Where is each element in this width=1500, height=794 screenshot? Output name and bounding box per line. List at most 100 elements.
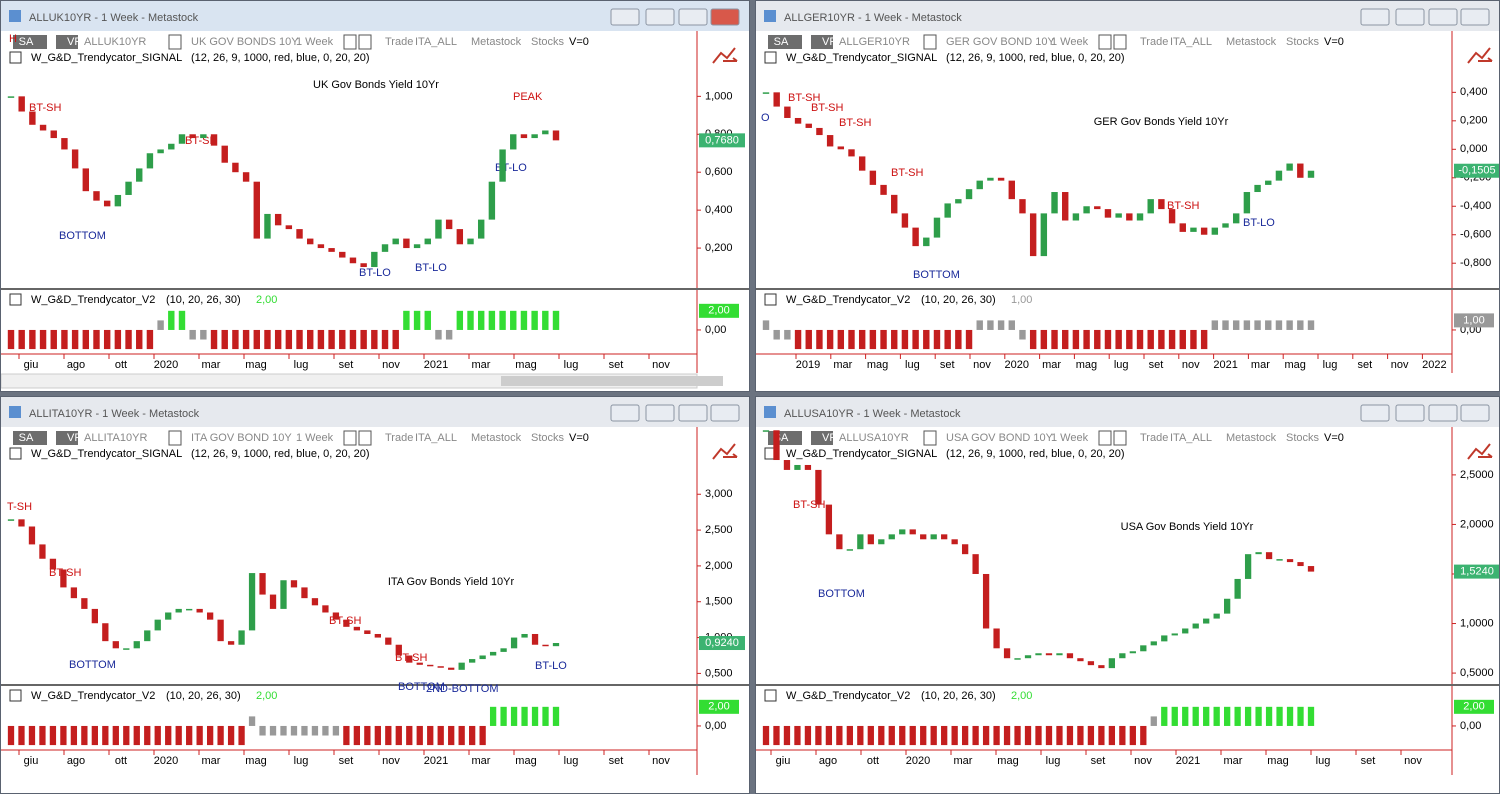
indicator-params: (10, 20, 26, 30) [921, 294, 996, 306]
window-button[interactable] [1460, 404, 1490, 422]
window-button[interactable] [645, 8, 675, 26]
indicator-bar [424, 310, 431, 330]
indicator-params: (12, 26, 9, 1000, red, blue, 0, 20, 20) [946, 52, 1125, 64]
dropdown-box[interactable] [1113, 34, 1127, 50]
checkbox[interactable] [764, 293, 777, 306]
window-button[interactable] [678, 8, 708, 26]
toolbar-item[interactable]: VP [67, 432, 82, 444]
toolbar-box[interactable] [768, 35, 802, 49]
dropdown-box[interactable] [168, 430, 182, 446]
last-price-label: -0,1505 [1458, 165, 1495, 177]
dropdown-box[interactable] [343, 34, 357, 50]
window-button[interactable] [1360, 8, 1390, 26]
chart-title: GER Gov Bonds Yield 10Yr [1094, 116, 1229, 128]
dropdown-box[interactable] [1113, 430, 1127, 446]
window-button[interactable] [610, 404, 640, 422]
indicator-bar [381, 329, 389, 350]
dropdown-box[interactable] [358, 430, 372, 446]
indicator-bar [1265, 320, 1272, 330]
dropdown-box[interactable] [923, 34, 937, 50]
toolbar-box[interactable] [56, 431, 78, 445]
dropdown-box[interactable] [1098, 34, 1112, 50]
dropdown-box[interactable] [358, 34, 372, 50]
candle [846, 549, 853, 551]
indicator-bar [1129, 725, 1136, 746]
candle [816, 127, 823, 136]
candle [1222, 223, 1229, 228]
window-button[interactable] [1428, 8, 1458, 26]
dropdown-box[interactable] [168, 34, 182, 50]
candle [29, 111, 36, 125]
candle [1179, 223, 1186, 232]
indicator-params: (12, 26, 9, 1000, red, blue, 0, 20, 20) [191, 52, 370, 64]
candle [123, 648, 130, 650]
toolbar-box[interactable] [811, 35, 833, 49]
candle [328, 248, 335, 252]
indicator-bar [1104, 329, 1112, 350]
indicator-bar [1286, 320, 1293, 330]
checkbox[interactable] [764, 51, 777, 64]
window-button[interactable] [645, 404, 675, 422]
window-button[interactable] [678, 404, 708, 422]
checkbox[interactable] [9, 293, 22, 306]
window-button[interactable] [1395, 404, 1425, 422]
candle [427, 664, 434, 667]
indicator-bar [416, 725, 423, 746]
dropdown-box[interactable] [343, 430, 357, 446]
candle [339, 251, 346, 258]
indicator-bar [61, 329, 68, 350]
toolbar-box[interactable] [13, 35, 47, 49]
toolbar-item[interactable]: VP [822, 36, 837, 48]
checkbox[interactable] [9, 689, 22, 702]
candle [858, 156, 866, 171]
y-tick-label: 2,500 [705, 524, 733, 536]
candle [39, 124, 47, 131]
window-button[interactable] [710, 8, 740, 26]
chart-icon [712, 47, 738, 64]
candle [144, 630, 151, 642]
indicator-bar [217, 725, 224, 746]
indicator-bar [542, 310, 549, 330]
window-button[interactable] [1360, 404, 1390, 422]
candle [848, 149, 855, 157]
scrollbar-thumb[interactable] [501, 376, 723, 386]
toolbar-box[interactable] [811, 431, 833, 445]
window-button[interactable] [1460, 8, 1490, 26]
indicator-bar [1307, 320, 1315, 330]
toolbar-item[interactable]: SA [19, 432, 34, 444]
window-button[interactable] [1395, 8, 1425, 26]
toolbar-box[interactable] [13, 431, 47, 445]
candle [837, 146, 845, 150]
candle [836, 534, 843, 550]
toolbar-item[interactable]: SA [19, 36, 34, 48]
window-button[interactable] [710, 404, 740, 422]
candle [178, 134, 186, 144]
window-button[interactable] [1428, 404, 1458, 422]
toolbar-item: ALLUK10YR [84, 36, 146, 48]
chart-window: ALLITA10YR - 1 Week - Metastock SA VP ALLIT… [0, 396, 750, 794]
window-button[interactable] [610, 8, 640, 26]
date-label: ott [867, 755, 879, 767]
candle [1200, 227, 1208, 235]
dropdown-box[interactable] [923, 430, 937, 446]
toolbar-item[interactable]: VP [822, 432, 837, 444]
toolbar-item[interactable]: VP [67, 36, 82, 48]
checkbox[interactable] [9, 51, 22, 64]
indicator-bar [816, 329, 823, 350]
candle [1234, 578, 1241, 599]
toolbar-item: ALLGER10YR [839, 36, 910, 48]
candle [479, 655, 486, 660]
dropdown-box[interactable] [1098, 430, 1112, 446]
indicator-bar [1140, 725, 1147, 746]
checkbox[interactable] [764, 689, 777, 702]
indicator-bar [81, 725, 88, 746]
date-label: mar [1251, 359, 1270, 371]
chart-title: USA Gov Bonds Yield 10Yr [1121, 521, 1254, 533]
indicator-bar [227, 725, 235, 746]
toolbar-item[interactable]: SA [774, 36, 789, 48]
checkbox[interactable] [9, 447, 22, 460]
indicator-bar [951, 725, 958, 746]
indicator-bar [371, 329, 378, 350]
toolbar-box[interactable] [56, 35, 78, 49]
